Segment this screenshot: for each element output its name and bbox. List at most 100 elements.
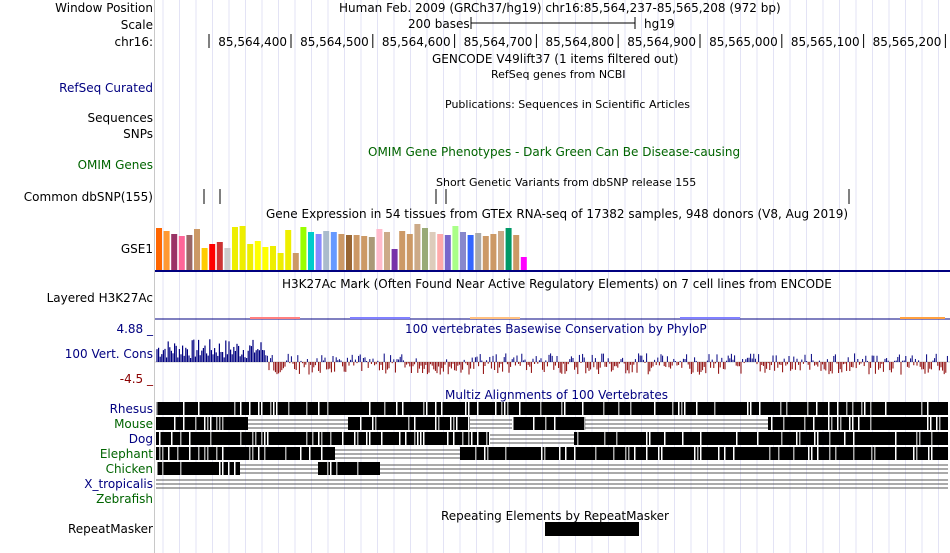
gtex-bar [498,231,504,270]
multiz-species-chicken[interactable]: Chicken [105,462,153,476]
gtex-bar [338,234,345,270]
gtex-bar [399,231,406,270]
gtex-bar [178,236,185,270]
gtex-bar [460,232,466,270]
ruler-tick-label: 85,564,400 [218,35,287,49]
gtex-bar [376,229,383,270]
scale-bar [470,17,636,29]
gtex-bar [156,228,162,270]
multiz-title: Multiz Alignments of 100 Vertebrates [445,388,669,402]
gtex-bar [194,229,200,270]
gtex-bar [513,235,520,270]
multiz-species-xtropicalis[interactable]: X_tropicalis [84,477,153,491]
chrom-label: chr16: [114,35,153,49]
gtex-bar [270,246,276,270]
gtex-bar [520,257,527,270]
dbsnp-variant-ticks [203,189,850,204]
refseq-title: RefSeq genes from NCBI [491,68,626,81]
gtex-bar [300,227,307,270]
gtex-bar [232,227,238,270]
gtex-bar [330,232,337,270]
multiz-species-dog[interactable]: Dog [128,432,153,446]
ruler-tick-label: 85,564,700 [464,35,533,49]
gtex-bar [277,253,284,270]
gtex-bar [384,232,390,270]
conservation-title: 100 vertebrates Basewise Conservation by… [405,322,707,336]
track-label-refseq[interactable]: RefSeq Curated [59,81,153,95]
gtex-bar [262,247,269,270]
gtex-bar [475,233,482,270]
ruler-tick-label: 85,564,900 [627,35,696,49]
multiz-species-mouse[interactable]: Mouse [114,417,153,431]
gtex-bar [216,242,223,270]
gtex-bar [482,236,489,270]
multiz-species-zebrafish[interactable]: Zebrafish [96,492,153,506]
ruler-tick-label: 85,564,600 [382,35,451,49]
ruler-tick-label: 85,564,500 [300,35,369,49]
ruler-tick-label: 85,565,000 [709,35,778,49]
gtex-bar [163,231,170,270]
gtex-bar [247,244,254,270]
gtex-bar [361,236,368,270]
repeatmasker-title: Repeating Elements by RepeatMasker [441,509,669,523]
gtex-bar [239,226,246,270]
window-position-label: Window Position [55,1,153,15]
multiz-species-rhesus[interactable]: Rhesus [109,402,153,416]
h3k27ac-title: H3K27Ac Mark (Often Found Near Active Re… [282,277,832,291]
gtex-bar [444,235,451,270]
gtex-bar [209,244,216,270]
gtex-bar [292,253,299,270]
publications-title: Publications: Sequences in Scientific Ar… [445,98,690,111]
gtex-bar [353,235,360,270]
gtex-bar [323,231,330,270]
repeatmasker-element [545,522,639,536]
gtex-bar [186,235,193,270]
gtex-bar [254,241,261,270]
position-ruler: 85,564,400 85,564,500 85,564,600 85,564,700… [208,34,946,49]
track-label-gtex[interactable]: GSE1 [120,242,153,256]
gtex-title: Gene Expression in 54 tissues from GTEx … [266,207,849,221]
gtex-bar [201,248,208,270]
gtex-bar [171,234,178,270]
scale-value: 200 bases [408,17,470,31]
gtex-bar [224,248,231,270]
conservation-ymin: -4.5 _ [119,372,153,386]
gtex-bar [429,232,436,270]
gencode-title: GENCODE V49lift37 (1 items filtered out) [432,52,679,66]
gtex-bar [422,228,428,270]
multiz-alignment-rows [156,402,948,489]
ruler-tick-label: 85,565,100 [791,35,860,49]
gtex-bar [368,237,375,270]
window-position-value: Human Feb. 2009 (GRCh37/hg19) chr16:85,5… [339,1,781,15]
gtex-bar [452,226,459,270]
gtex-bar [406,234,413,270]
conservation-ymax: 4.88 _ [116,322,153,336]
dbsnp-title: Short Genetic Variants from dbSNP releas… [436,176,697,189]
track-label-snps[interactable]: SNPs [123,127,153,141]
phylop-conservation-plot [155,339,950,375]
gtex-expression-bars [156,224,527,270]
ruler-tick-label: 85,565,200 [873,35,942,49]
omim-title: OMIM Gene Phenotypes - Dark Green Can Be… [368,145,741,159]
grid-lines [162,0,939,553]
gtex-bar [437,234,444,270]
track-label-sequences[interactable]: Sequences [87,111,153,125]
track-label-h3k27ac[interactable]: Layered H3K27Ac [46,291,153,305]
label-separator [154,0,155,553]
multiz-species-elephant[interactable]: Elephant [99,447,153,461]
gtex-bar [346,235,352,270]
h3k27ac-signal [155,317,950,320]
track-label-conservation[interactable]: 100 Vert. Cons [64,347,153,361]
gtex-bar [315,234,322,270]
gtex-bar [414,224,421,270]
track-label-omim[interactable]: OMIM Genes [77,158,153,172]
track-label-dbsnp[interactable]: Common dbSNP(155) [23,190,153,204]
gtex-bar [490,234,497,270]
track-label-repeatmasker[interactable]: RepeatMasker [67,522,153,536]
gtex-bar [285,230,292,270]
gtex-bar [308,232,314,270]
assembly-label: hg19 [644,17,675,31]
gtex-bar [505,228,512,270]
